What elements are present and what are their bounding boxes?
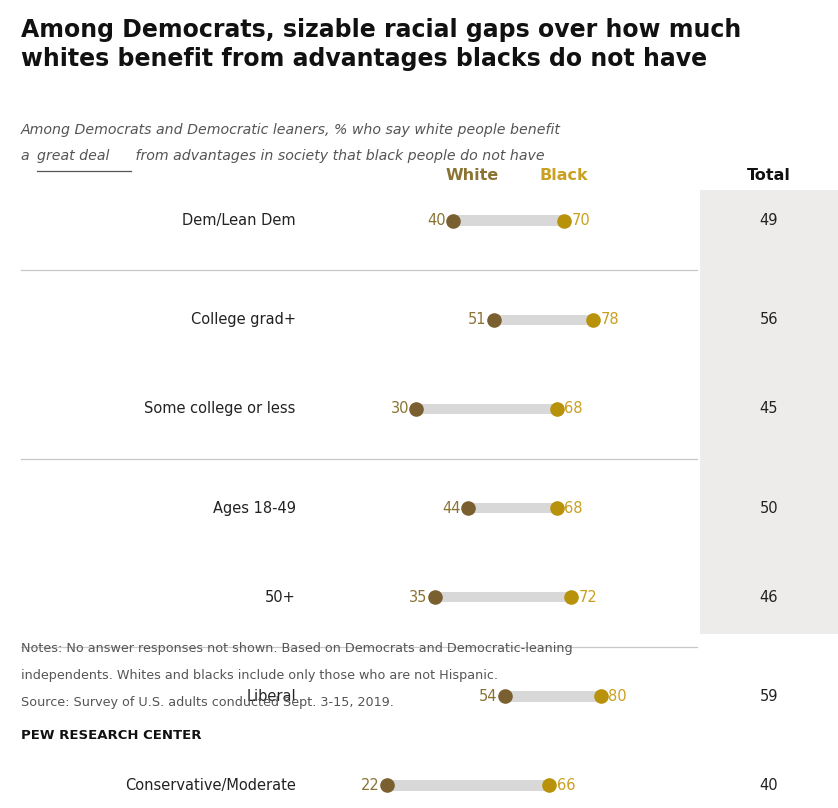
Text: Source: Survey of U.S. adults conducted Sept. 3-15, 2019.: Source: Survey of U.S. adults conducted … <box>21 696 394 709</box>
FancyBboxPatch shape <box>416 404 556 415</box>
Text: Among Democrats and Democratic leaners, % who say white people benefit: Among Democrats and Democratic leaners, … <box>21 123 561 137</box>
Text: 22: 22 <box>360 778 380 793</box>
Point <box>594 690 608 703</box>
Point <box>550 402 563 415</box>
Text: 72: 72 <box>579 590 597 604</box>
Text: a: a <box>21 149 34 163</box>
FancyBboxPatch shape <box>435 592 572 603</box>
Text: Ages 18-49: Ages 18-49 <box>213 501 296 516</box>
FancyBboxPatch shape <box>387 781 549 791</box>
FancyBboxPatch shape <box>700 190 838 634</box>
Point <box>557 214 571 227</box>
Point <box>499 690 512 703</box>
Text: 45: 45 <box>759 402 779 416</box>
Text: Black: Black <box>540 168 588 183</box>
Point <box>542 779 556 792</box>
Point <box>550 502 563 515</box>
Point <box>428 591 442 604</box>
Text: Among Democrats, sizable racial gaps over how much
whites benefit from advantage: Among Democrats, sizable racial gaps ove… <box>21 18 741 71</box>
FancyBboxPatch shape <box>468 503 556 514</box>
Text: independents. Whites and blacks include only those who are not Hispanic.: independents. Whites and blacks include … <box>21 669 498 682</box>
Text: 68: 68 <box>564 402 582 416</box>
Text: 80: 80 <box>608 689 627 704</box>
Text: great deal: great deal <box>37 149 109 163</box>
Text: 70: 70 <box>572 213 590 228</box>
Text: Total: Total <box>747 168 791 183</box>
Text: from advantages in society that black people do not have: from advantages in society that black pe… <box>131 149 545 163</box>
Point <box>462 502 475 515</box>
Text: 40: 40 <box>759 778 779 793</box>
Text: 51: 51 <box>468 313 486 327</box>
Text: PEW RESEARCH CENTER: PEW RESEARCH CENTER <box>21 729 201 742</box>
Text: White: White <box>445 168 499 183</box>
Point <box>487 314 500 326</box>
Text: Conservative/Moderate: Conservative/Moderate <box>125 778 296 793</box>
Text: 49: 49 <box>759 213 779 228</box>
FancyBboxPatch shape <box>453 215 564 225</box>
Text: 66: 66 <box>556 778 575 793</box>
Text: 46: 46 <box>759 590 779 604</box>
Text: 68: 68 <box>564 501 582 516</box>
Point <box>380 779 394 792</box>
Text: Some college or less: Some college or less <box>144 402 296 416</box>
Point <box>410 402 423 415</box>
Text: 30: 30 <box>391 402 409 416</box>
Point <box>447 214 460 227</box>
Text: 54: 54 <box>479 689 498 704</box>
Text: 78: 78 <box>601 313 619 327</box>
Text: 50: 50 <box>759 501 779 516</box>
Point <box>587 314 600 326</box>
FancyBboxPatch shape <box>505 692 601 702</box>
Text: 59: 59 <box>759 689 779 704</box>
Text: 35: 35 <box>409 590 427 604</box>
Text: 40: 40 <box>427 213 446 228</box>
Text: Liberal: Liberal <box>246 689 296 704</box>
Text: Notes: No answer responses not shown. Based on Democrats and Democratic-leaning: Notes: No answer responses not shown. Ba… <box>21 642 572 655</box>
Text: 50+: 50+ <box>265 590 296 604</box>
FancyBboxPatch shape <box>494 315 593 326</box>
Text: Dem/Lean Dem: Dem/Lean Dem <box>182 213 296 228</box>
Point <box>565 591 578 604</box>
Text: 44: 44 <box>442 501 461 516</box>
Text: College grad+: College grad+ <box>191 313 296 327</box>
Text: 56: 56 <box>759 313 779 327</box>
